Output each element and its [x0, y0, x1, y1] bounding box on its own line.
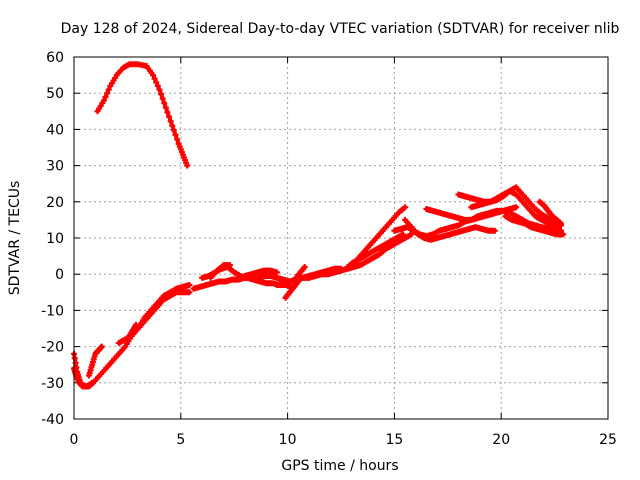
series-arc-12 [282, 278, 302, 301]
series-arc-15 [348, 231, 406, 267]
y-tick-label: -20 [41, 340, 64, 356]
data-point [105, 86, 112, 93]
data-point [102, 93, 109, 100]
series-arc-4 [85, 343, 105, 379]
data-point [399, 231, 406, 238]
series-arc-9 [207, 262, 233, 281]
chart-title: Day 128 of 2024, Sidereal Day-to-day VTE… [61, 21, 620, 37]
series-arc-6 [124, 321, 139, 343]
series-arc-17 [402, 216, 498, 243]
data-point [301, 263, 308, 270]
series-arc-21 [502, 213, 567, 238]
y-tick-label: 50 [46, 86, 64, 102]
plot-frame [73, 56, 609, 420]
data-point [167, 118, 174, 125]
data-point [558, 222, 565, 229]
y-tick-label: -40 [41, 412, 64, 428]
data-point [273, 269, 280, 276]
series-arc-11 [273, 231, 415, 289]
grid-lines [74, 57, 608, 419]
data-point [100, 97, 107, 104]
data-point [89, 379, 96, 386]
axis-ticks: -40 -30 -20 -10 0 10 20 30 40 50 60 0 5 10 15 20 25 [41, 50, 617, 448]
data-point [402, 204, 409, 211]
y-tick-label: 10 [46, 231, 64, 247]
data-point [166, 113, 173, 120]
y-tick-label: -30 [41, 376, 64, 392]
data-point [98, 343, 105, 350]
x-tick-label: 10 [279, 432, 297, 448]
data-point [226, 262, 233, 269]
x-tick-label: 5 [176, 432, 185, 448]
y-tick-label: 0 [55, 267, 64, 283]
series-arc-1 [94, 61, 191, 169]
data-point [491, 227, 498, 234]
x-axis-label: GPS time / hours [281, 458, 398, 474]
data-point [156, 86, 163, 93]
plot-area [71, 61, 567, 390]
x-tick-label: 0 [70, 432, 79, 448]
y-tick-label: 60 [46, 50, 64, 66]
data-point [164, 109, 171, 116]
data-point [151, 75, 158, 82]
x-tick-label: 15 [385, 432, 403, 448]
data-point [174, 136, 181, 143]
series-arc-22 [468, 184, 565, 229]
data-point [161, 100, 168, 107]
series-arc-10 [241, 267, 280, 280]
data-point [172, 131, 179, 138]
x-tick-label: 25 [599, 432, 617, 448]
data-point [295, 278, 302, 285]
data-point [159, 95, 166, 102]
series-arc-18 [423, 204, 520, 223]
data-point [170, 127, 177, 134]
data-point [153, 79, 160, 86]
x-tick-label: 20 [492, 432, 510, 448]
series-arc-13 [293, 263, 308, 281]
y-axis-label: SDTVAR / TECUs [7, 181, 23, 296]
data-point [158, 91, 165, 98]
series-arc-3 [71, 365, 96, 390]
data-point [186, 289, 193, 296]
data-point [169, 122, 176, 129]
data-point [560, 231, 567, 238]
y-tick-label: -10 [41, 303, 64, 319]
data-point [104, 90, 111, 97]
y-tick-label: 30 [46, 159, 64, 175]
data-point [162, 104, 169, 111]
data-point [184, 162, 191, 169]
y-tick-label: 20 [46, 195, 64, 211]
data-point [132, 321, 139, 328]
data-point [186, 282, 193, 289]
data-point [154, 82, 161, 89]
data-point [513, 204, 520, 211]
y-tick-label: 40 [46, 122, 64, 138]
data-point [150, 72, 157, 79]
